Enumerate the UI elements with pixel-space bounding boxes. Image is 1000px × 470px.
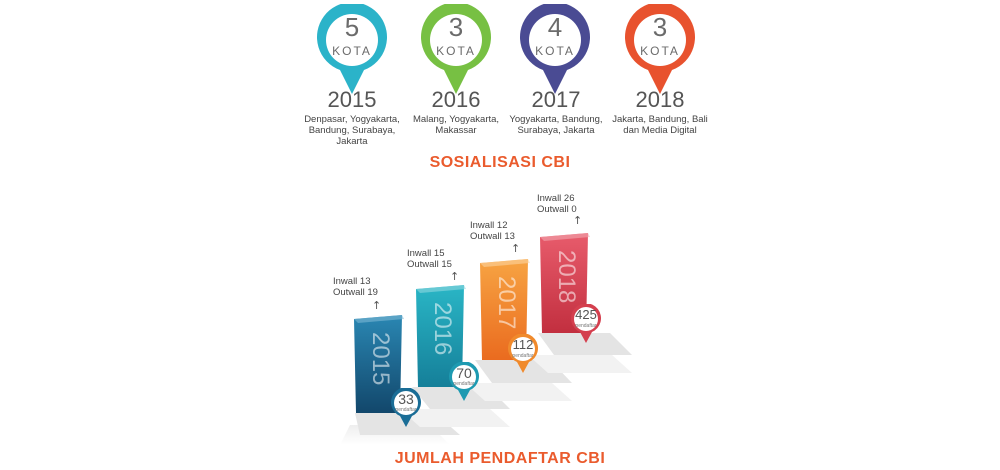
city-count: 4 [547, 12, 563, 42]
inwall-text: Inwall 15 [407, 248, 445, 259]
up-arrow-icon: ↑ [573, 214, 583, 227]
inwall-text: Inwall 13 [333, 276, 371, 287]
registrant-count: 33 [398, 391, 414, 407]
bar-2015 [354, 315, 402, 413]
up-arrow-icon: ↑ [372, 299, 382, 312]
map-pin-icon [508, 334, 538, 373]
city-list: Yogyakarta, Bandung, Surabaya, Jakarta [509, 114, 603, 136]
year-block-2017: 2017 Yogyakarta, Bandung, Surabaya, Jaka… [496, 87, 616, 137]
registrant-unit: pendaftar [453, 381, 475, 387]
stat-2015: Inwall 13 Outwall 19 [333, 276, 378, 298]
bar-2016 [416, 285, 464, 387]
year-label: 2016 [431, 87, 481, 112]
staircase-graphic [340, 233, 632, 445]
outwall-text: Outwall 19 [333, 287, 378, 298]
registrant-unit: pendaftar [512, 353, 534, 359]
map-pin-icon [391, 388, 421, 427]
bar-year-label: 2015 [367, 332, 394, 386]
pin-2018: 3 KOTA [622, 4, 698, 94]
city-count: 3 [448, 12, 464, 42]
inwall-text: Inwall 12 [470, 220, 508, 231]
registrant-unit: pendaftar [575, 323, 597, 329]
up-arrow-icon: ↑ [511, 242, 521, 255]
stat-2018: Inwall 26 Outwall 0 [537, 193, 577, 215]
inwall-text: Inwall 26 [537, 193, 575, 204]
city-list: Malang, Yogyakarta, Makassar [412, 114, 500, 136]
count-bubble-2017: 112 pendaftar [507, 334, 539, 374]
stat-2016: Inwall 15 Outwall 15 [407, 248, 452, 270]
count-bubble-2018: 425 pendaftar [570, 304, 602, 344]
registrant-count: 70 [456, 365, 472, 381]
city-unit: KOTA [640, 44, 680, 58]
sosialisasi-heading: SOSIALISASI CBI [429, 154, 571, 171]
bar-year-label: 2018 [553, 250, 580, 304]
year-label: 2015 [327, 87, 377, 112]
city-count: 3 [652, 12, 668, 42]
pin-2017: 4 KOTA [517, 4, 593, 94]
count-bubble-2016: 70 pendaftar [448, 362, 480, 402]
map-pin-icon [520, 4, 590, 94]
city-list: Denpasar, Yogyakarta, Bandung, Surabaya,… [304, 114, 400, 147]
up-arrow-icon: ↑ [450, 270, 460, 283]
year-block-2015: 2015 Denpasar, Yogyakarta, Bandung, Sura… [292, 87, 412, 148]
stat-2017: Inwall 12 Outwall 13 [470, 220, 515, 242]
bar-year-label: 2017 [493, 276, 520, 330]
city-unit: KOTA [535, 44, 575, 58]
year-block-2016: 2016 Malang, Yogyakarta, Makassar [396, 87, 516, 137]
outwall-text: Outwall 13 [470, 231, 515, 242]
map-pin-icon [449, 362, 479, 401]
registrant-unit: pendaftar [395, 407, 417, 413]
city-unit: KOTA [436, 44, 476, 58]
map-pin-icon [317, 4, 387, 94]
city-list: Jakarta, Bandung, Bali dan Media Digital [612, 114, 708, 136]
year-block-2018: 2018 Jakarta, Bandung, Bali dan Media Di… [600, 87, 720, 137]
pin-2015: 5 KOTA [314, 4, 390, 94]
city-count: 5 [344, 12, 360, 42]
map-pin-icon [421, 4, 491, 94]
bar-2017 [480, 259, 528, 360]
outwall-text: Outwall 0 [537, 204, 577, 215]
registrant-count: 112 [512, 337, 534, 352]
map-pin-icon [571, 304, 601, 343]
year-label: 2018 [635, 87, 685, 112]
outwall-text: Outwall 15 [407, 259, 452, 270]
registrant-count: 425 [575, 307, 597, 322]
bar-year-label: 2016 [429, 302, 456, 356]
year-label: 2017 [531, 87, 581, 112]
map-pin-icon [625, 4, 695, 94]
city-unit: KOTA [332, 44, 372, 58]
pin-2016: 3 KOTA [418, 4, 494, 94]
pendaftar-heading: JUMLAH PENDAFTAR CBI [394, 450, 606, 467]
count-bubble-2015: 33 pendaftar [390, 388, 422, 428]
